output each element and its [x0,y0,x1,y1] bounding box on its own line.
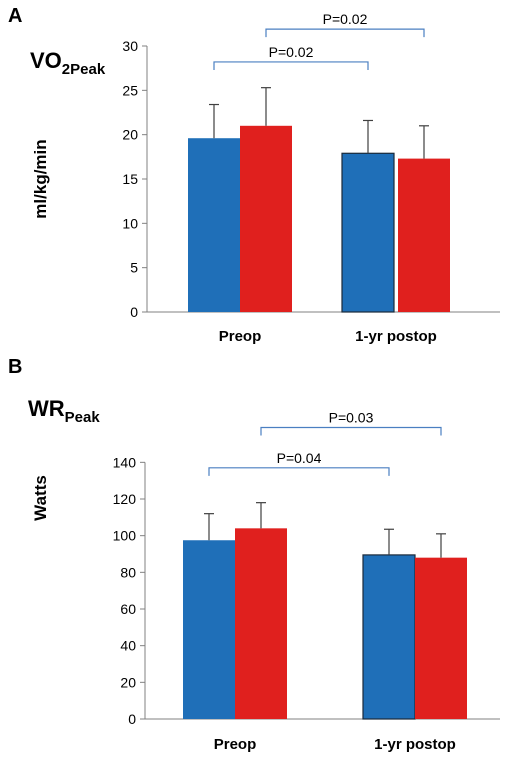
bar [183,540,235,719]
y-tick-label: 60 [120,601,136,617]
panel-title: VO2Peak [30,48,106,78]
p-value-label: P=0.02 [269,44,314,60]
bar [188,138,240,312]
panel-title: WRPeak [28,396,100,426]
y-tick-label: 5 [130,260,138,276]
panel-label: B [8,356,22,378]
panel-label: A [8,5,22,27]
significance-bracket [213,61,369,70]
p-value-label: P=0.04 [277,450,322,466]
y-tick-label: 10 [122,215,138,231]
bar [240,125,292,312]
y-tick-label: 140 [113,454,137,470]
x-category-label: 1-yr postop [374,736,456,753]
y-tick-label: 30 [122,38,138,54]
y-tick-label: 20 [120,674,136,690]
x-category-label: Preop [214,736,257,753]
y-tick-label: 25 [122,82,138,98]
p-value-label: P=0.03 [329,410,374,426]
significance-bracket [260,426,442,436]
x-category-label: 1-yr postop [355,328,437,345]
y-tick-label: 0 [130,304,138,320]
y-tick-label: 20 [122,127,138,143]
y-tick-label: 80 [120,564,136,580]
x-category-label: Preop [219,328,262,345]
significance-bracket [208,467,390,476]
bar [235,528,287,719]
p-value-label: P=0.02 [323,11,368,27]
y-axis-label: ml/kg/min [31,139,50,218]
bar [341,152,395,313]
bar [362,554,416,720]
bar [398,158,450,312]
bar [415,557,467,719]
y-tick-label: 120 [113,491,137,507]
y-tick-label: 40 [120,638,136,654]
y-axis-label: Watts [31,475,50,521]
significance-bracket [265,28,425,38]
y-tick-label: 15 [122,171,138,187]
y-tick-label: 0 [128,711,136,727]
y-tick-label: 100 [113,528,137,544]
